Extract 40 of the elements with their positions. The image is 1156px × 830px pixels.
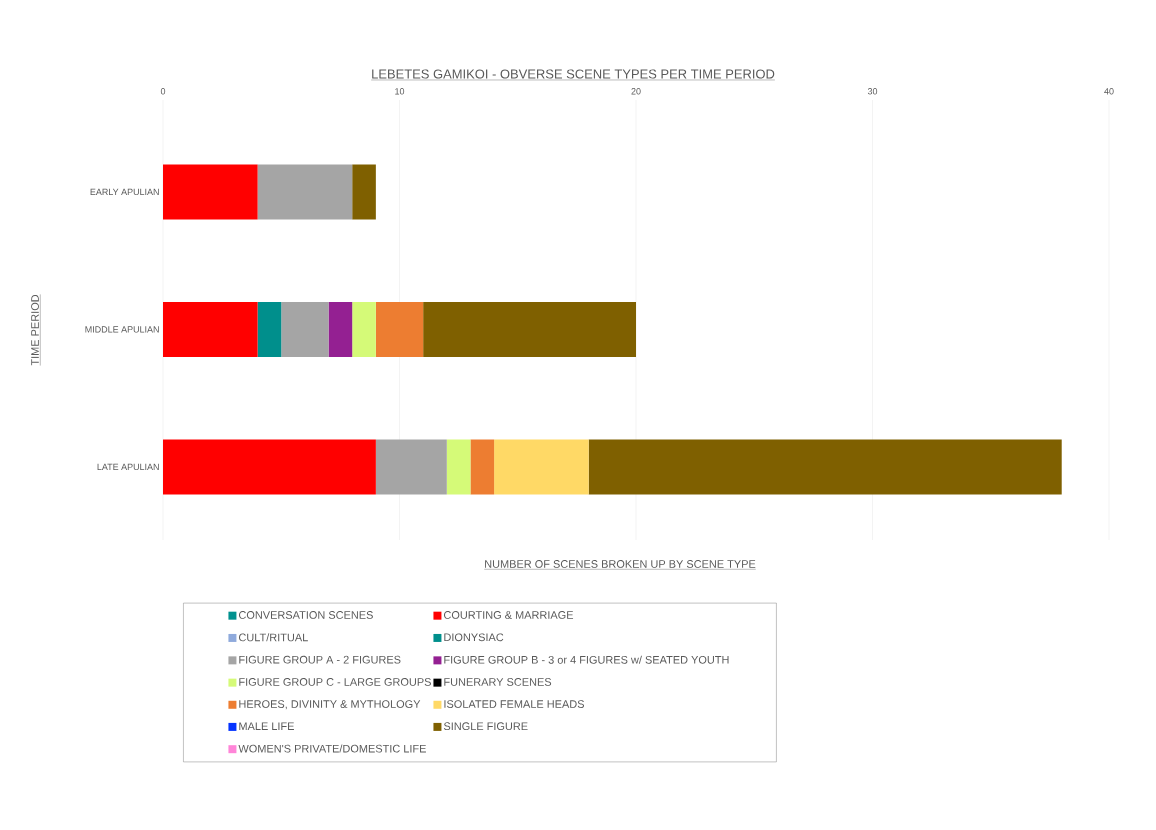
y-tick-label: MIDDLE APULIAN xyxy=(85,326,159,333)
x-tick-label: 0 xyxy=(160,88,166,95)
legend-label: FIGURE GROUP B - 3 or 4 FIGURES w/ SEATED YOUTH xyxy=(444,655,729,664)
x-axis-title: NUMBER OF SCENES BROKEN UP BY SCENE TYPE xyxy=(485,560,756,568)
bar xyxy=(352,164,376,220)
bar xyxy=(281,301,329,357)
legend-label: COURTING & MARRIAGE xyxy=(444,611,574,619)
bar xyxy=(163,301,258,357)
legend-label: CULT/RITUAL xyxy=(238,633,308,642)
y-tick-label: LATE APULIAN xyxy=(97,463,159,471)
x-tick-label: 30 xyxy=(867,88,878,95)
bar xyxy=(494,439,589,495)
bar xyxy=(257,301,282,357)
chart-title: LEBETES GAMIKOI - OBVERSE SCENE TYPES PER TIME PERIOD xyxy=(372,69,775,79)
bar xyxy=(375,301,424,357)
legend-label: DIONYSIAC xyxy=(444,633,504,642)
legend-label: MALE LIFE xyxy=(239,722,294,730)
legend-label: FIGURE GROUP C - LARGE GROUPS xyxy=(239,678,431,686)
bar xyxy=(588,439,1062,495)
bar xyxy=(470,439,495,495)
bar xyxy=(257,164,353,220)
legend-label: FUNERARY SCENES xyxy=(444,678,552,686)
legend-label: FIGURE GROUP A - 2 FIGURES xyxy=(239,655,401,664)
legend-label: CONVERSATION SCENES xyxy=(238,611,373,619)
bar xyxy=(163,439,376,495)
x-tick-label: 40 xyxy=(1104,88,1114,95)
bar xyxy=(352,301,376,357)
bar xyxy=(163,164,258,220)
bar xyxy=(446,439,471,495)
y-axis-title: TIME PERIOD xyxy=(31,294,39,366)
x-tick-label: 20 xyxy=(631,88,641,95)
legend-label: SINGLE FIGURE xyxy=(443,722,528,731)
legend-label: HEROES, DIVINITY & MYTHOLOGY xyxy=(239,700,421,710)
y-tick-label: EARLY APULIAN xyxy=(90,188,159,196)
legend-label: WOMEN'S PRIVATE/DOMESTIC LIFE xyxy=(238,744,426,753)
x-tick-label: 10 xyxy=(395,88,405,95)
bar xyxy=(375,439,447,495)
bar xyxy=(423,301,637,357)
bar xyxy=(328,301,353,357)
legend-label: ISOLATED FEMALE HEADS xyxy=(444,700,584,708)
